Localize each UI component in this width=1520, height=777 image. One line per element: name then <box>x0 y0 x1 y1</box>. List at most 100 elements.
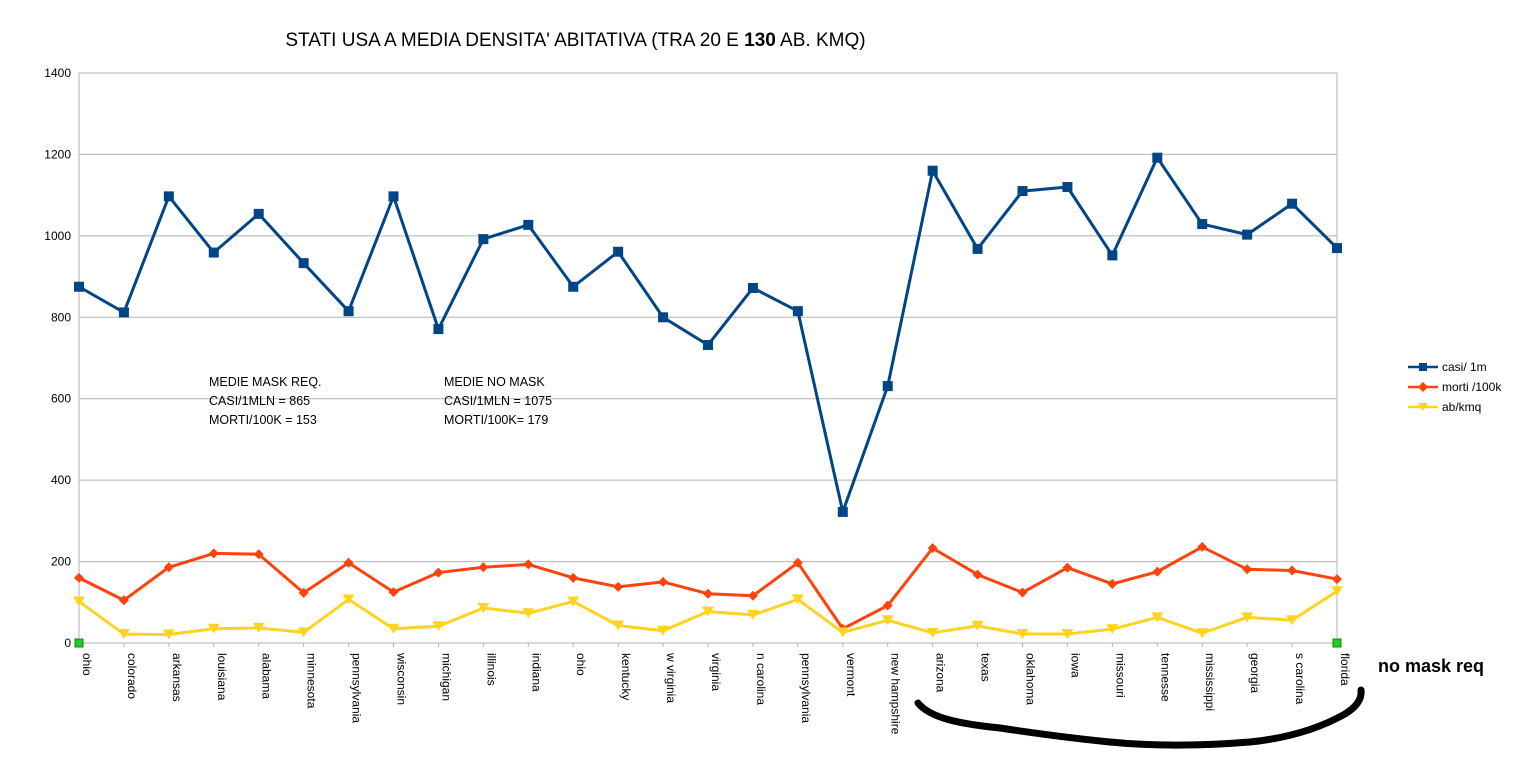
y-tick-label: 1200 <box>44 147 71 161</box>
data-point-square <box>1287 198 1298 209</box>
data-point-triangle <box>342 594 355 605</box>
x-tick-label: s carolina <box>1293 653 1307 705</box>
x-tick-label: arizona <box>934 653 948 693</box>
data-point-square <box>703 339 713 350</box>
data-point-square <box>658 312 669 323</box>
selection-handle <box>1332 638 1342 648</box>
data-point-square <box>163 191 174 202</box>
data-point-diamond <box>568 572 579 583</box>
data-point-diamond <box>658 576 669 587</box>
data-point-square <box>613 246 624 257</box>
x-tick-label: arkansas <box>170 653 184 702</box>
data-point-square <box>298 258 309 269</box>
data-point-square <box>1062 182 1073 192</box>
data-point-triangle <box>117 629 130 640</box>
data-point-triangle <box>971 620 984 631</box>
x-tick-label: ohio <box>80 653 94 676</box>
series-line <box>78 156 1339 514</box>
data-point-triangle <box>1331 586 1343 597</box>
x-axis-ticks: ohio colorado arkansas louisiana alabama minn… <box>78 643 1352 735</box>
data-point-square <box>208 247 219 258</box>
data-point-square <box>1017 186 1028 197</box>
x-tick-label: mississippi <box>1203 653 1217 711</box>
y-tick-label: 1000 <box>44 229 71 243</box>
x-tick-label: texas <box>979 653 993 682</box>
data-point-diamond <box>1152 566 1163 577</box>
data-point-square <box>972 243 983 254</box>
data-point-diamond <box>1062 562 1073 573</box>
data-point-square <box>568 281 579 292</box>
x-tick-label: vermont <box>844 653 858 697</box>
hand-drawn-bracket <box>914 686 1365 749</box>
data-point-diamond <box>613 581 624 592</box>
data-point-square <box>747 282 758 293</box>
x-tick-label: michigan <box>439 653 453 701</box>
data-point-diamond <box>208 548 219 559</box>
data-point-diamond <box>74 572 84 583</box>
y-tick-label: 200 <box>51 555 71 569</box>
x-tick-label: ohio <box>574 653 588 676</box>
data-point-diamond <box>118 595 129 606</box>
data-point-triangle <box>252 622 265 633</box>
data-point-triangle <box>1016 629 1029 640</box>
data-point-square <box>1107 250 1118 261</box>
data-point-square <box>882 381 893 392</box>
data-point-diamond <box>163 562 174 573</box>
y-tick-label: 400 <box>51 473 71 487</box>
x-tick-label: florida <box>1338 653 1352 686</box>
data-point-diamond <box>343 557 354 568</box>
legend-diamond-icon <box>1408 382 1438 392</box>
data-point-diamond <box>747 590 758 601</box>
data-point-triangle <box>791 594 804 605</box>
data-point-diamond <box>478 562 489 573</box>
no-mask-note: no mask req <box>1378 656 1485 676</box>
data-point-square <box>343 306 354 317</box>
data-point-square <box>927 165 938 176</box>
x-tick-label: virginia <box>709 653 723 691</box>
data-point-diamond <box>523 559 534 570</box>
data-point-triangle <box>657 625 670 636</box>
data-point-diamond <box>1197 541 1208 552</box>
x-tick-label: tennesse <box>1158 653 1172 702</box>
data-point-triangle <box>522 608 535 619</box>
x-tick-label: georgia <box>1248 653 1262 693</box>
x-tick-label: indiana <box>529 653 543 692</box>
chart-legend: casi/ 1m morti /100k ab/kmq <box>1408 357 1501 417</box>
x-tick-label: new hampshire <box>889 653 903 735</box>
data-point-triangle <box>1286 615 1299 626</box>
y-tick-label: 1400 <box>44 66 71 80</box>
data-point-triangle <box>881 615 894 626</box>
data-point-square <box>837 506 848 517</box>
data-point-triangle <box>207 623 220 634</box>
x-tick-label: missouri <box>1113 653 1127 698</box>
annotation-mask-req: MEDIE MASK REQ. CASI/1MLN = 865 MORTI/10… <box>209 375 322 427</box>
data-point-triangle <box>836 627 849 638</box>
data-point-triangle <box>567 596 580 607</box>
x-tick-label: colorado <box>125 653 139 699</box>
data-point-diamond <box>972 569 983 580</box>
data-point-diamond <box>253 549 264 560</box>
data-point-diamond <box>433 567 444 578</box>
y-tick-label: 800 <box>51 310 71 324</box>
data-point-triangle <box>1151 612 1164 623</box>
data-point-triangle <box>73 596 85 607</box>
x-tick-label: illinois <box>484 653 498 686</box>
y-tick-label: 600 <box>51 392 71 406</box>
data-point-square <box>1332 243 1342 254</box>
data-point-triangle <box>162 629 175 640</box>
data-point-square <box>1197 219 1208 230</box>
annotation-no-mask: MEDIE NO MASK CASI/1MLN = 1075 MORTI/100… <box>444 375 553 427</box>
data-point-triangle <box>477 602 490 613</box>
x-tick-label: n carolina <box>754 653 768 705</box>
data-point-square <box>74 281 84 292</box>
data-point-square <box>118 307 129 318</box>
legend-item-density: ab/kmq <box>1408 397 1501 417</box>
x-tick-label: kentucky <box>619 653 633 700</box>
data-point-triangle <box>432 621 445 632</box>
data-point-triangle <box>1061 629 1074 640</box>
chart-title: STATI USA A MEDIA DENSITA' ABITATIVA (TR… <box>285 30 866 51</box>
x-tick-label: alabama <box>260 653 274 699</box>
data-point-diamond <box>882 600 893 611</box>
legend-item-cases: casi/ 1m <box>1408 357 1501 377</box>
